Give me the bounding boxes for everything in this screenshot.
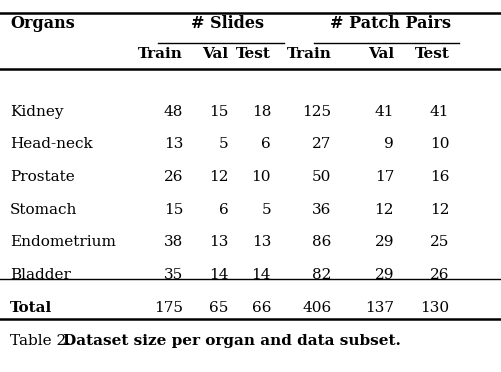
Text: Val: Val [202,46,228,61]
Text: 66: 66 [251,301,271,315]
Text: Head-neck: Head-neck [10,137,93,151]
Text: 6: 6 [261,137,271,151]
Text: 36: 36 [311,203,331,217]
Text: Kidney: Kidney [10,105,64,119]
Text: 13: 13 [251,235,271,250]
Text: 12: 12 [374,203,393,217]
Text: 15: 15 [163,203,183,217]
Text: 16: 16 [429,170,448,184]
Text: 12: 12 [429,203,448,217]
Text: 14: 14 [251,268,271,282]
Text: 15: 15 [208,105,228,119]
Text: 29: 29 [374,268,393,282]
Text: 26: 26 [429,268,448,282]
Text: Stomach: Stomach [10,203,77,217]
Text: 18: 18 [251,105,271,119]
Text: 50: 50 [311,170,331,184]
Text: 9: 9 [384,137,393,151]
Text: 26: 26 [163,170,183,184]
Text: 82: 82 [311,268,331,282]
Text: 10: 10 [429,137,448,151]
Text: 5: 5 [261,203,271,217]
Text: Organs: Organs [10,15,75,32]
Text: Train: Train [286,46,331,61]
Text: 125: 125 [302,105,331,119]
Text: 65: 65 [208,301,228,315]
Text: Endometrium: Endometrium [10,235,116,250]
Text: 5: 5 [218,137,228,151]
Text: 137: 137 [364,301,393,315]
Text: 17: 17 [374,170,393,184]
Text: Prostate: Prostate [10,170,75,184]
Text: 13: 13 [163,137,183,151]
Text: 12: 12 [208,170,228,184]
Text: 41: 41 [374,105,393,119]
Text: # Slides: # Slides [190,15,263,32]
Text: 6: 6 [218,203,228,217]
Text: 130: 130 [419,301,448,315]
Text: 29: 29 [374,235,393,250]
Text: 14: 14 [208,268,228,282]
Text: Test: Test [236,46,271,61]
Text: 48: 48 [163,105,183,119]
Text: Bladder: Bladder [10,268,71,282]
Text: 13: 13 [208,235,228,250]
Text: 38: 38 [164,235,183,250]
Text: Train: Train [138,46,183,61]
Text: Dataset size per organ and data subset.: Dataset size per organ and data subset. [63,334,400,348]
Text: 86: 86 [311,235,331,250]
Text: Total: Total [10,301,52,315]
Text: Table 2.: Table 2. [10,334,76,348]
Text: Val: Val [367,46,393,61]
Text: 25: 25 [429,235,448,250]
Text: Test: Test [414,46,448,61]
Text: 10: 10 [251,170,271,184]
Text: 35: 35 [164,268,183,282]
Text: 175: 175 [154,301,183,315]
Text: 41: 41 [429,105,448,119]
Text: # Patch Pairs: # Patch Pairs [329,15,450,32]
Text: 406: 406 [302,301,331,315]
Text: 27: 27 [311,137,331,151]
